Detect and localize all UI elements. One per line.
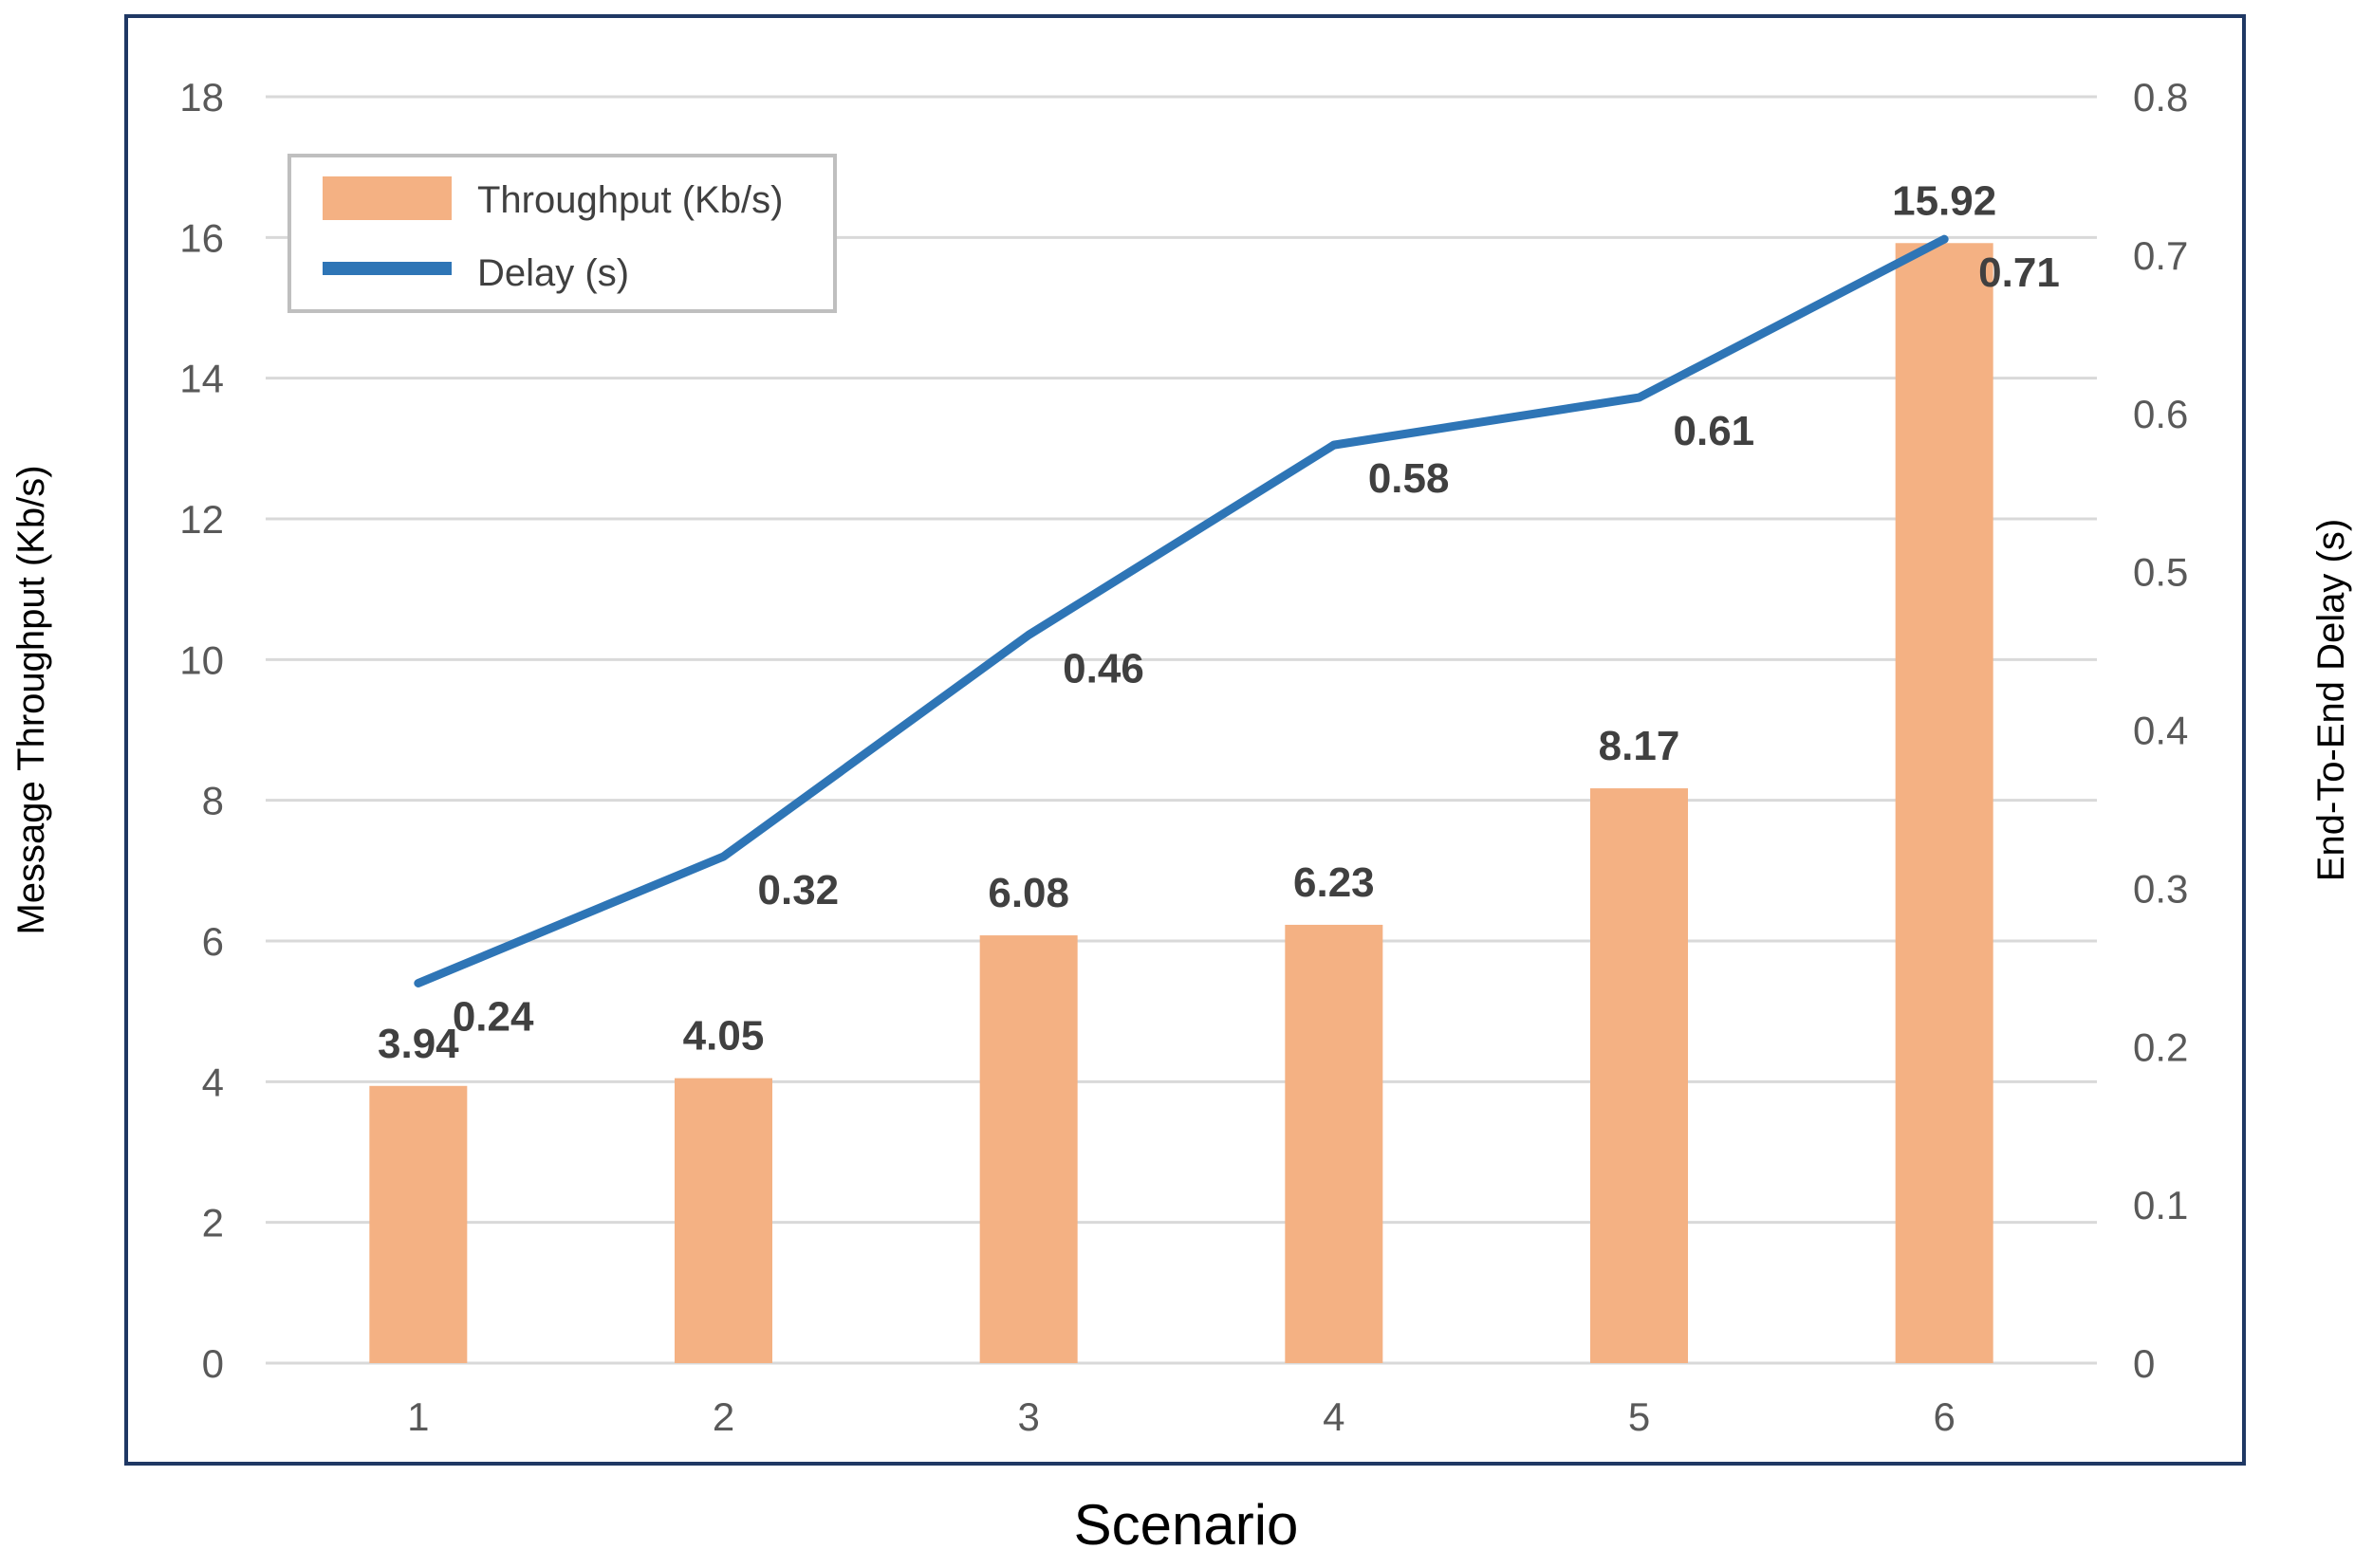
y-tick-label: 12 bbox=[179, 497, 224, 542]
delay-point bbox=[722, 856, 725, 858]
bar-value-label: 3.94 bbox=[378, 1021, 459, 1067]
legend-label-delay: Delay (s) bbox=[477, 252, 629, 294]
bar bbox=[1285, 924, 1383, 1363]
y-tick-label: 4 bbox=[202, 1060, 224, 1104]
y-tick-label: 6 bbox=[202, 919, 224, 964]
x-tick-label: 6 bbox=[1933, 1394, 1955, 1439]
y-axis-title: Message Throughput (Kb/s) bbox=[10, 465, 52, 934]
x-tick-label: 2 bbox=[713, 1394, 734, 1439]
x-tick-label: 4 bbox=[1323, 1394, 1344, 1439]
line-value-label: 0.61 bbox=[1674, 408, 1755, 454]
data-labels: 3.94 4.05 6.08 6.23 8.17 15.92 0.24 0.32 0.46 0.5… bbox=[378, 177, 2060, 1067]
y-right-tick-label: 0.5 bbox=[2133, 550, 2188, 595]
line-value-label: 0.24 bbox=[453, 994, 534, 1041]
bar bbox=[979, 935, 1078, 1363]
bar bbox=[1895, 243, 1993, 1364]
y-tick-label: 8 bbox=[202, 779, 224, 823]
bar bbox=[1590, 788, 1688, 1363]
delay-line bbox=[414, 234, 1949, 987]
legend-label-throughput: Throughput (Kb/s) bbox=[477, 179, 783, 221]
x-tick-label: 1 bbox=[407, 1394, 429, 1439]
y-tick-label: 2 bbox=[202, 1201, 224, 1245]
delay-point bbox=[417, 982, 419, 985]
y-tick-label: 14 bbox=[179, 357, 224, 401]
y-tick-label: 0 bbox=[202, 1341, 224, 1386]
delay-point bbox=[1028, 634, 1030, 636]
y-right-tick-label: 0 bbox=[2133, 1341, 2155, 1386]
axis-ticks: 02468101214161800.10.20.30.40.50.60.70.8… bbox=[179, 75, 2188, 1439]
y-tick-label: 16 bbox=[179, 215, 224, 260]
line-value-label: 0.71 bbox=[1978, 249, 2060, 296]
bar-value-label: 6.23 bbox=[1293, 859, 1375, 906]
y-right-tick-label: 0.1 bbox=[2133, 1183, 2188, 1227]
y-right-tick-label: 0.7 bbox=[2133, 233, 2188, 278]
bar-value-label: 6.08 bbox=[988, 870, 1069, 916]
bar-value-label: 4.05 bbox=[683, 1013, 765, 1060]
line-value-label: 0.46 bbox=[1063, 645, 1144, 692]
delay-point bbox=[1638, 397, 1641, 399]
bar-series bbox=[369, 243, 1993, 1364]
y-tick-label: 10 bbox=[179, 637, 224, 682]
legend-swatch-throughput bbox=[323, 176, 452, 220]
line-series bbox=[414, 234, 1949, 987]
bar-value-label: 15.92 bbox=[1892, 177, 1996, 224]
x-axis-title: Scenario bbox=[1074, 1493, 1299, 1557]
bar-value-label: 8.17 bbox=[1599, 723, 1680, 769]
legend-swatch-delay bbox=[323, 262, 452, 275]
y-right-tick-label: 0.8 bbox=[2133, 75, 2188, 120]
y-right-tick-label: 0.4 bbox=[2133, 709, 2188, 753]
delay-point bbox=[1332, 444, 1335, 447]
y-axis-right-title: End-To-End Delay (s) bbox=[2310, 519, 2352, 881]
y-right-tick-label: 0.2 bbox=[2133, 1024, 2188, 1069]
delay-point bbox=[1943, 238, 1946, 241]
line-value-label: 0.58 bbox=[1368, 455, 1450, 502]
y-right-tick-label: 0.6 bbox=[2133, 392, 2188, 436]
bar bbox=[369, 1085, 468, 1363]
y-tick-label: 18 bbox=[179, 75, 224, 120]
y-right-tick-label: 0.3 bbox=[2133, 866, 2188, 911]
x-tick-label: 3 bbox=[1017, 1394, 1039, 1439]
bar bbox=[675, 1078, 772, 1363]
legend: Throughput (Kb/s) Delay (s) bbox=[287, 154, 837, 313]
x-tick-label: 5 bbox=[1628, 1394, 1650, 1439]
line-value-label: 0.32 bbox=[758, 867, 840, 913]
